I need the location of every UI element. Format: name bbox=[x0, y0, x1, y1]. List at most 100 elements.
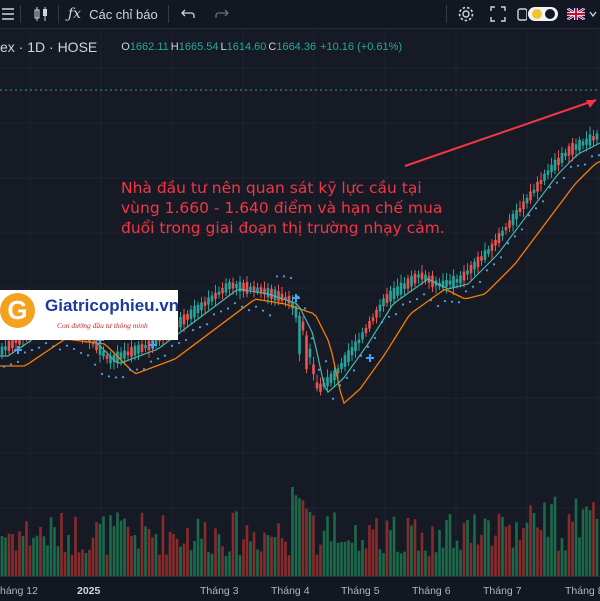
volume-bar bbox=[221, 546, 224, 576]
volume-bar bbox=[158, 554, 161, 576]
uk-flag-icon[interactable] bbox=[567, 0, 585, 28]
xaxis-label: 2025 bbox=[77, 585, 101, 597]
psar-dot bbox=[9, 363, 13, 366]
volume-bar bbox=[147, 529, 151, 576]
candle-body bbox=[109, 356, 112, 364]
volume-bar bbox=[546, 536, 550, 576]
candle-body bbox=[287, 295, 291, 304]
candle-body bbox=[445, 280, 448, 287]
psar-dot bbox=[310, 337, 314, 340]
symbol-label[interactable]: ex · 1D · HOSE bbox=[0, 39, 98, 55]
volume-bar bbox=[137, 548, 140, 576]
price-chart[interactable] bbox=[0, 28, 600, 576]
psar-dot bbox=[394, 313, 398, 316]
candle-body bbox=[326, 376, 329, 387]
psar-dot bbox=[485, 269, 489, 272]
volume-bar bbox=[371, 529, 375, 576]
psar-dot bbox=[576, 164, 580, 167]
volume-bar bbox=[529, 505, 532, 576]
candles-icon[interactable] bbox=[32, 0, 50, 28]
fullscreen-icon[interactable] bbox=[490, 0, 506, 28]
candle-body bbox=[224, 283, 228, 293]
volume-bar bbox=[368, 525, 371, 576]
volume-bar bbox=[130, 536, 133, 576]
volume-bar bbox=[448, 514, 452, 576]
candle-body bbox=[221, 288, 224, 294]
left-partial-icon[interactable] bbox=[0, 0, 18, 28]
psar-dot bbox=[520, 228, 524, 231]
logo-tagline: Con đường đầu tư thông minh bbox=[57, 321, 148, 330]
candle-body bbox=[210, 295, 214, 302]
volume-bar bbox=[434, 552, 438, 576]
time-axis[interactable]: háng 12 2025 Tháng 3 Tháng 4 Tháng 5 Thá… bbox=[0, 576, 600, 601]
candle-body bbox=[182, 314, 186, 325]
candle-body bbox=[144, 345, 147, 349]
psar-dot bbox=[184, 338, 188, 342]
volume-bar bbox=[214, 528, 217, 576]
volume-bar bbox=[105, 554, 109, 576]
psar-dot bbox=[471, 285, 475, 288]
xaxis-label: Tháng 8 bbox=[565, 585, 600, 597]
signal-marker bbox=[366, 354, 374, 362]
camera-icon[interactable] bbox=[517, 0, 527, 28]
candle-body bbox=[294, 306, 298, 318]
psar-dot bbox=[513, 235, 517, 238]
volume-bar bbox=[179, 546, 182, 576]
undo-icon[interactable] bbox=[180, 0, 196, 28]
candle-body bbox=[567, 146, 571, 156]
candle-body bbox=[546, 170, 550, 175]
candle-body bbox=[14, 339, 18, 343]
volume-bar bbox=[140, 512, 144, 576]
volume-bar bbox=[312, 515, 315, 576]
candle-body bbox=[417, 274, 420, 278]
theme-toggle-icon[interactable] bbox=[527, 0, 559, 28]
volume-bar bbox=[571, 521, 574, 576]
settings-icon[interactable] bbox=[457, 0, 475, 28]
volume-bar bbox=[109, 515, 112, 576]
psar-dot bbox=[121, 376, 125, 379]
volume-bar bbox=[336, 542, 340, 576]
xaxis-label: Tháng 4 bbox=[271, 585, 310, 597]
volume-bar bbox=[564, 550, 567, 576]
chevron-down-icon[interactable] bbox=[588, 0, 598, 28]
candle-body bbox=[130, 347, 133, 357]
indicators-button[interactable]: ƒx Các chỉ báo bbox=[68, 0, 158, 28]
psar-dot bbox=[163, 354, 167, 357]
psar-dot bbox=[387, 315, 391, 318]
candle-body bbox=[532, 189, 536, 193]
psar-dot bbox=[156, 357, 160, 360]
volume-bar bbox=[84, 553, 88, 576]
volume-bar bbox=[39, 526, 42, 576]
psar-dot bbox=[135, 368, 139, 371]
candle-body bbox=[508, 220, 511, 228]
candle-body bbox=[280, 293, 284, 301]
volume-bar bbox=[343, 541, 347, 576]
volume-bar bbox=[294, 495, 298, 576]
psar-dot bbox=[191, 328, 195, 332]
psar-dot bbox=[380, 321, 384, 324]
psar-dot bbox=[282, 275, 286, 278]
high-value: 1665.54 bbox=[178, 41, 219, 53]
volume-bar bbox=[186, 528, 189, 576]
candle-body bbox=[501, 230, 504, 236]
volume-bar bbox=[508, 524, 511, 576]
psar-dot bbox=[478, 280, 482, 284]
volume-bar bbox=[487, 520, 490, 576]
candle-body bbox=[410, 275, 413, 287]
volume-bar bbox=[557, 550, 560, 576]
change-value: +10.16 (+0.61%) bbox=[320, 41, 403, 53]
psar-dot bbox=[289, 276, 293, 280]
candle-body bbox=[497, 233, 501, 243]
psar-dot bbox=[450, 300, 454, 303]
volume-bar bbox=[298, 498, 301, 576]
psar-dot bbox=[226, 307, 230, 310]
candle-body bbox=[522, 201, 525, 210]
redo-icon[interactable] bbox=[214, 0, 230, 28]
xaxis-label: Tháng 6 bbox=[412, 585, 451, 597]
volume-bar bbox=[466, 520, 469, 576]
volume-bar bbox=[413, 519, 417, 576]
volume-bar bbox=[417, 550, 420, 576]
volume-bar bbox=[249, 541, 252, 576]
candle-body bbox=[361, 332, 364, 340]
psar-dot bbox=[408, 300, 412, 303]
